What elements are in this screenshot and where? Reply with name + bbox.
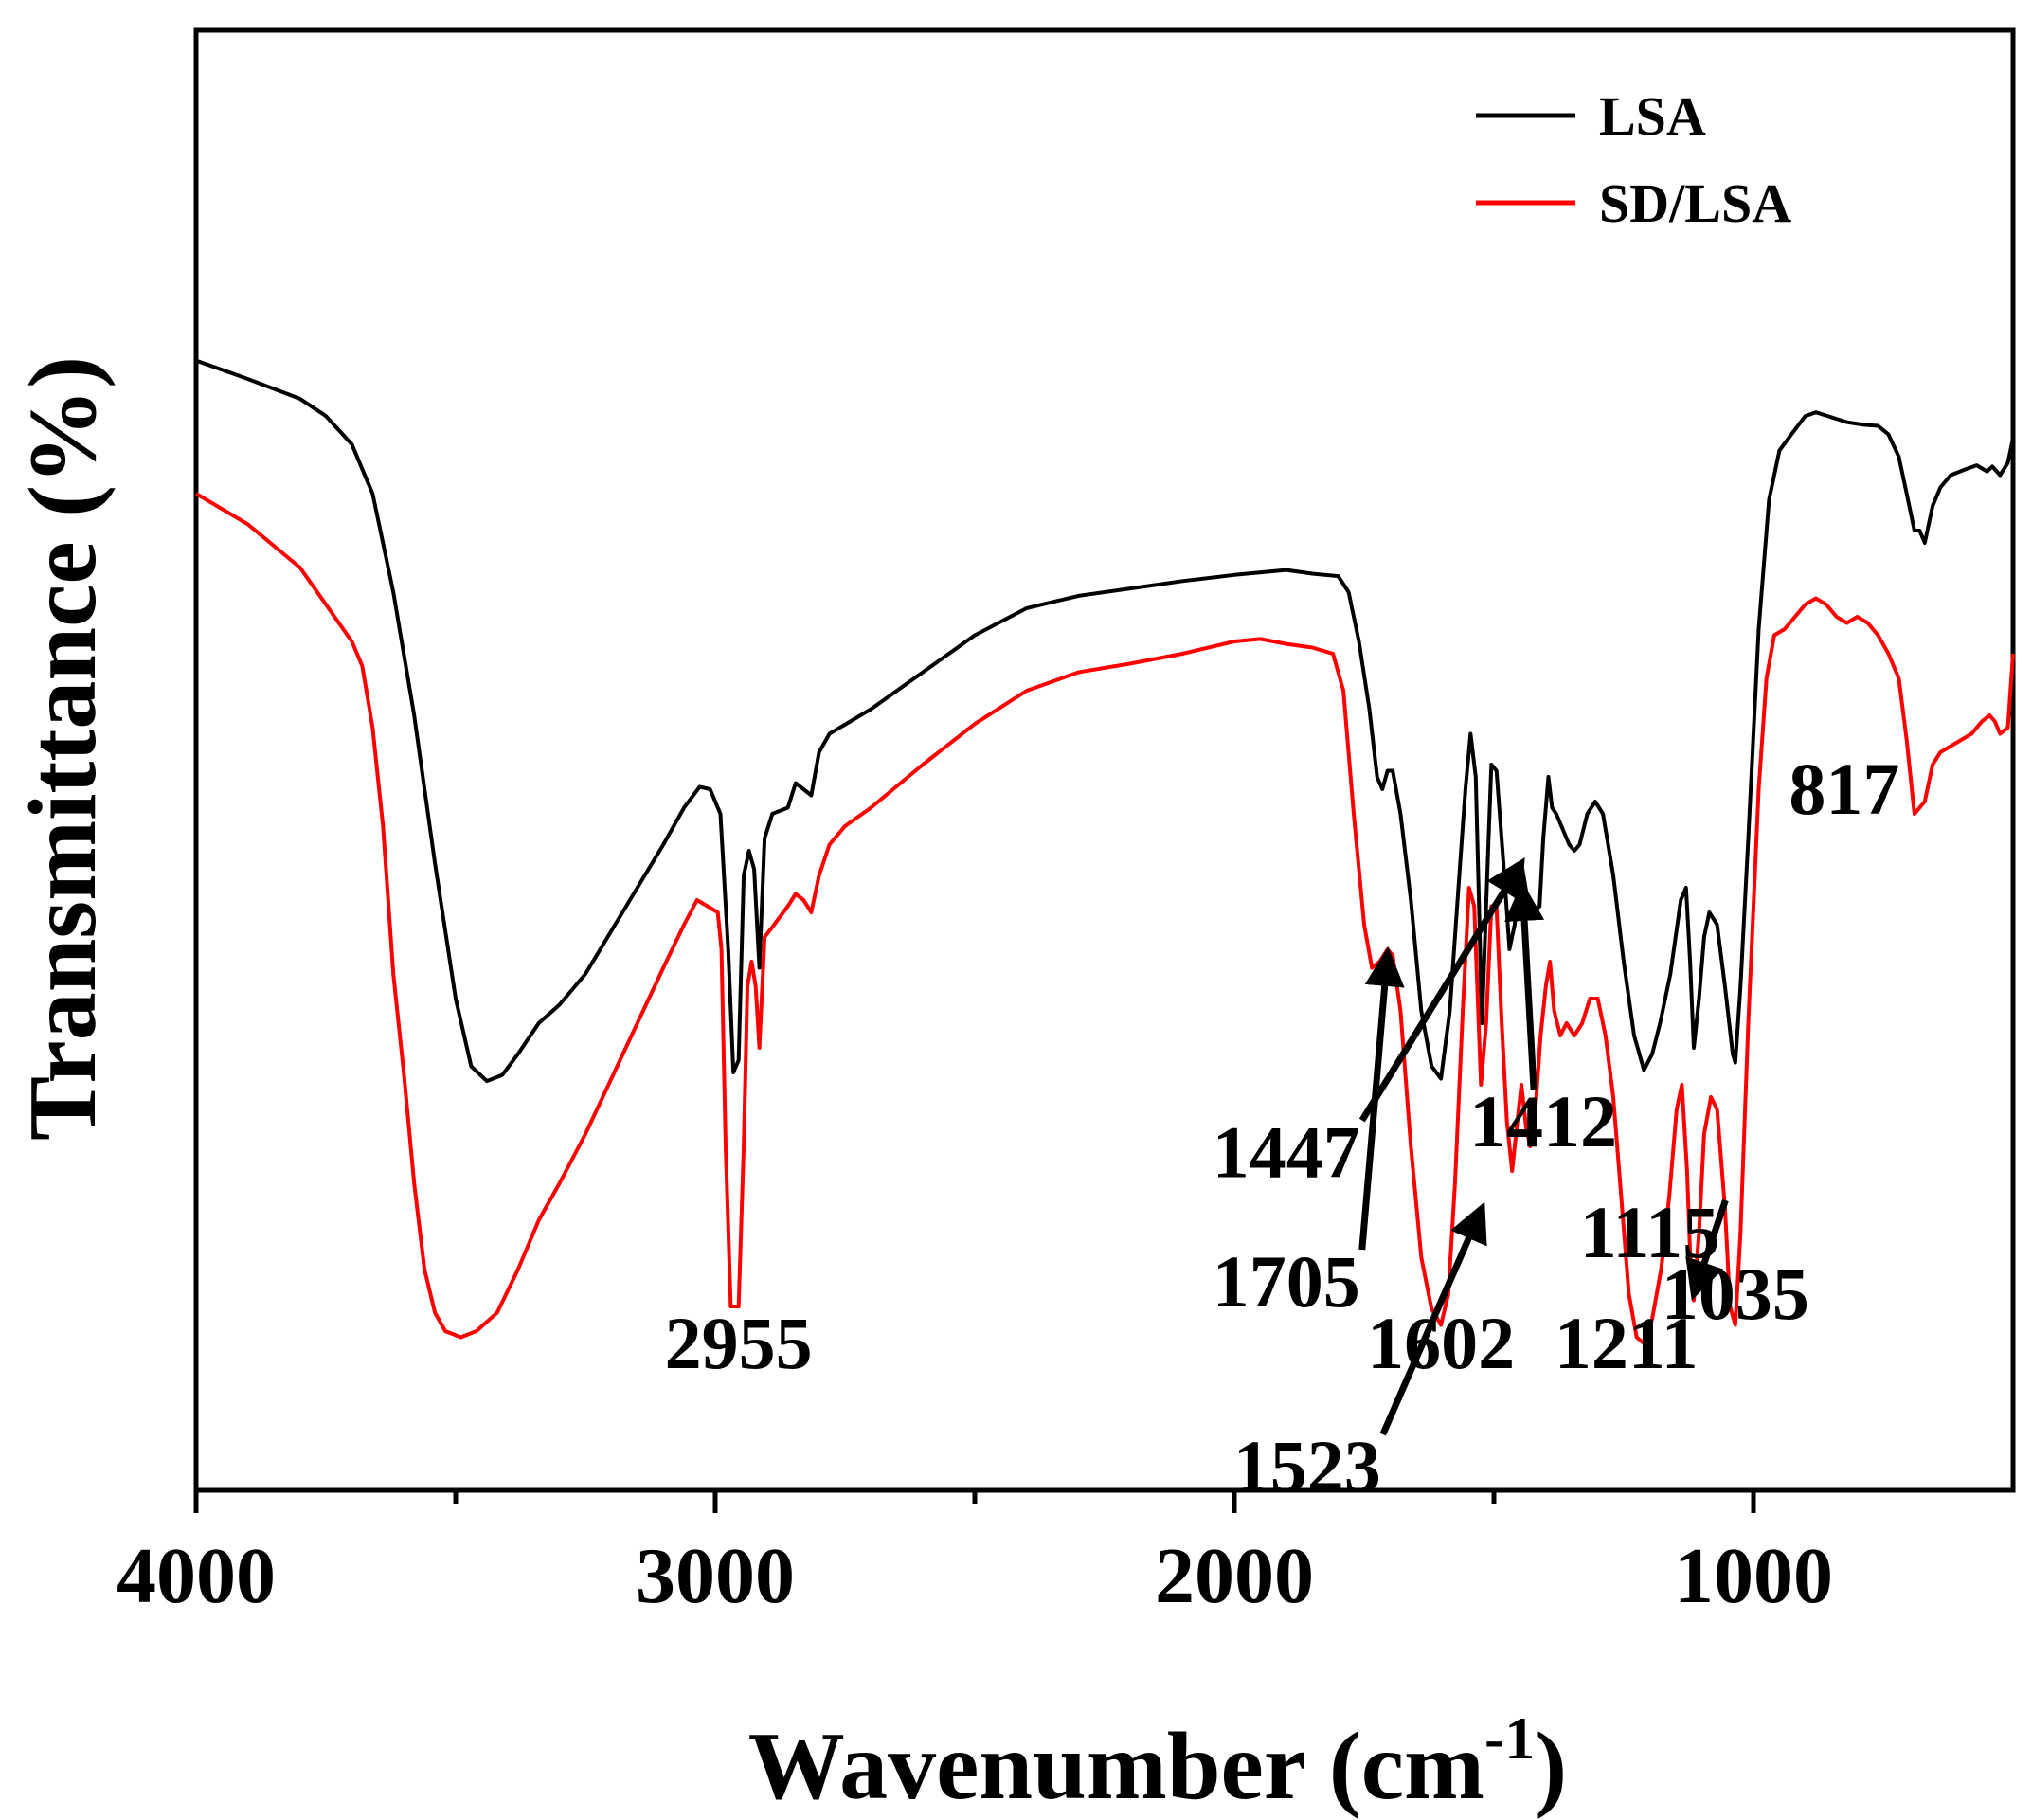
annotation-label: 1115 xyxy=(1580,1191,1719,1273)
series-line-sd-lsa xyxy=(194,492,2015,1345)
plot-frame xyxy=(193,27,2016,1493)
annotation-label: 1523 xyxy=(1233,1425,1381,1507)
annotation-arrow xyxy=(1379,1201,1487,1436)
annotation-label: 1211 xyxy=(1555,1302,1699,1384)
x-tick-label: 2000 xyxy=(1155,1532,1314,1620)
plot-border xyxy=(193,27,2016,1493)
annotation-label: 1412 xyxy=(1469,1080,1617,1162)
y-axis-title: Transmittance (%) xyxy=(9,356,117,1141)
x-axis-ticks: 4000 3000 2000 1000 xyxy=(117,1490,1833,1620)
annotation-label: 1602 xyxy=(1367,1302,1515,1384)
x-tick-label: 3000 xyxy=(636,1532,795,1620)
annotation-arrow xyxy=(1358,857,1525,1123)
x-axis-title: Wavenumber (cm-1) xyxy=(748,1704,1567,1820)
annotation-label: 1447 xyxy=(1213,1111,1360,1194)
x-tick-label: 1000 xyxy=(1674,1532,1833,1620)
annotation-arrow xyxy=(1504,881,1545,1090)
legend: LSA SD/LSA xyxy=(1476,85,1791,234)
annotation-arrow xyxy=(1685,1198,1729,1301)
series-line-lsa xyxy=(195,358,2015,1084)
x-tick-label: 4000 xyxy=(117,1532,276,1620)
annotation-label: 2955 xyxy=(665,1302,813,1384)
legend-label: SD/LSA xyxy=(1599,172,1791,234)
annotation-label: 1705 xyxy=(1213,1240,1360,1323)
legend-label: LSA xyxy=(1599,85,1706,147)
annotation-arrow xyxy=(1358,946,1405,1251)
annotation-label: 1035 xyxy=(1662,1252,1809,1335)
annotation-label: 817 xyxy=(1789,748,1899,830)
series-layer xyxy=(194,358,2015,1345)
